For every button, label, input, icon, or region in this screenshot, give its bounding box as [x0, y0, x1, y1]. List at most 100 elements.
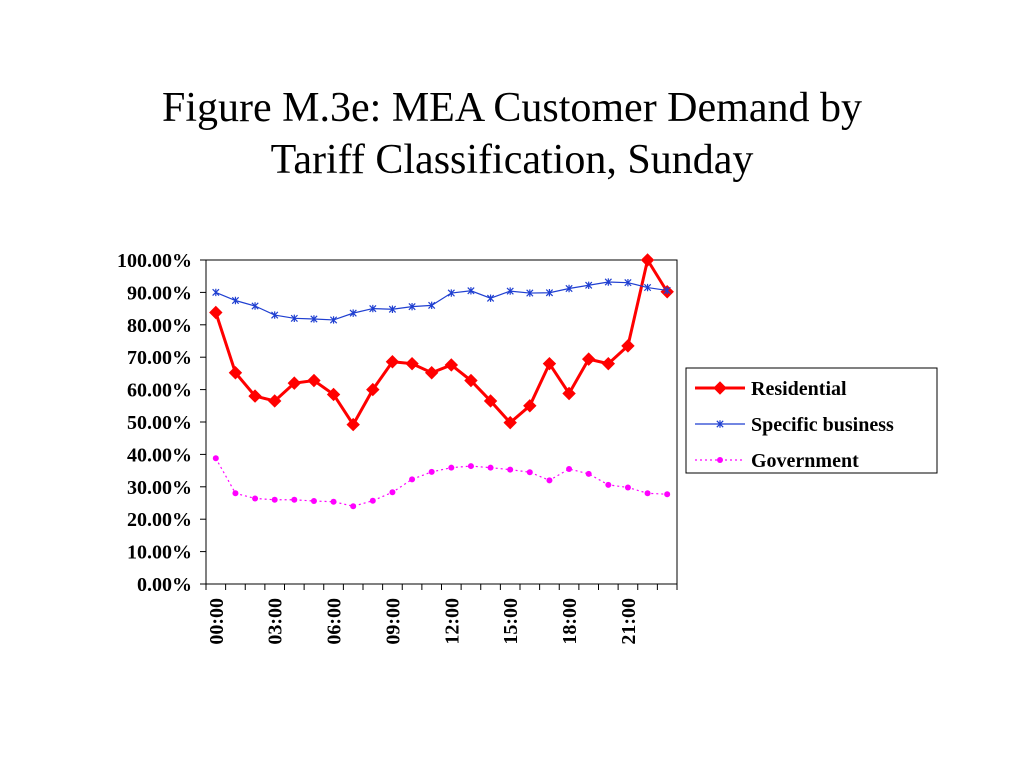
series-line	[215, 457, 668, 507]
data-point-marker	[716, 420, 724, 428]
y-tick-label: 50.00%	[127, 412, 192, 434]
data-point-marker	[467, 287, 475, 295]
data-point-marker	[228, 366, 243, 380]
data-point-marker	[349, 309, 357, 317]
data-point-marker	[601, 356, 616, 371]
data-point-marker	[388, 305, 397, 313]
data-point-marker	[428, 301, 436, 310]
data-point-marker	[545, 289, 554, 297]
legend-item-residential: Residential	[695, 378, 847, 400]
data-point-marker	[267, 394, 282, 408]
legend-box	[685, 367, 938, 474]
data-point-marker	[444, 358, 459, 372]
data-point-marker	[467, 463, 474, 470]
data-point-marker	[624, 278, 632, 287]
data-point-marker	[291, 496, 298, 503]
data-point-marker	[212, 288, 220, 297]
y-tick-label: 70.00%	[127, 347, 192, 369]
x-tick-label: 09:00	[382, 598, 404, 645]
y-tick-label: 40.00%	[127, 444, 192, 466]
data-point-marker	[664, 491, 671, 498]
data-point-marker	[604, 278, 612, 286]
data-point-marker	[405, 356, 419, 371]
data-point-marker	[483, 394, 498, 408]
data-point-marker	[366, 382, 380, 397]
legend-item-government: Government	[695, 450, 859, 472]
chart-title-line-1: Figure M.3e: MEA Customer Demand by	[162, 85, 862, 131]
data-point-marker	[310, 315, 318, 323]
data-point-marker	[644, 490, 651, 497]
data-point-marker	[231, 296, 240, 305]
legend-label: Specific business	[751, 414, 894, 436]
y-tick-label: 10.00%	[127, 542, 192, 564]
series-line	[214, 256, 669, 428]
data-point-marker	[271, 496, 278, 503]
data-point-marker	[565, 284, 573, 293]
data-point-marker	[487, 464, 494, 471]
data-point-marker	[523, 399, 537, 413]
x-tick-label: 21:00	[618, 598, 640, 645]
data-point-marker	[526, 289, 534, 297]
legend-item-specific-business: Specific business	[695, 414, 894, 436]
series-government	[212, 455, 671, 510]
data-point-marker	[248, 389, 262, 403]
data-point-marker	[428, 468, 435, 475]
data-point-marker	[640, 253, 655, 267]
data-point-marker	[408, 302, 416, 311]
data-point-marker	[621, 339, 635, 353]
y-tick-label: 30.00%	[127, 477, 192, 499]
series-line	[215, 281, 668, 321]
series-residential	[209, 253, 674, 432]
data-point-marker	[251, 302, 259, 310]
y-tick-label: 100.00%	[117, 250, 192, 272]
data-point-marker	[717, 457, 723, 463]
data-point-marker	[389, 489, 396, 496]
data-point-marker	[350, 503, 357, 510]
legend: Residential Specific business Government	[685, 367, 938, 474]
data-point-marker	[369, 304, 377, 313]
data-point-marker	[385, 355, 400, 369]
data-point-marker	[290, 314, 298, 323]
x-tick-label: 00:00	[206, 598, 228, 645]
data-point-marker	[329, 316, 338, 324]
axes-layer: 0.00% 10.00% 20.00% 30.00% 40.00% 50.00% 60.00…	[117, 250, 678, 645]
x-tick-label: 06:00	[324, 598, 346, 645]
series-layer	[209, 253, 674, 510]
data-point-marker	[307, 373, 321, 388]
data-point-marker	[409, 476, 416, 483]
data-point-marker	[310, 498, 317, 505]
data-point-marker	[287, 376, 302, 390]
data-point-marker	[526, 469, 533, 476]
plot-area-frame	[205, 259, 678, 585]
data-point-marker	[643, 283, 652, 292]
series-specific-business	[212, 278, 671, 324]
x-tick-label: 15:00	[500, 598, 522, 645]
data-point-marker	[624, 484, 631, 491]
data-point-marker	[271, 311, 279, 319]
chart-title: Figure M.3e: MEA Customer Demand by Tari…	[0, 82, 1024, 186]
data-point-marker	[346, 417, 360, 432]
data-point-marker	[330, 498, 337, 505]
data-point-marker	[507, 466, 514, 473]
data-point-marker	[663, 286, 671, 295]
y-tick-label: 20.00%	[127, 509, 192, 531]
y-tick-label: 80.00%	[127, 315, 192, 337]
data-point-marker	[252, 495, 259, 502]
legend-label: Residential	[751, 378, 847, 400]
data-point-marker	[424, 366, 439, 380]
data-point-marker	[447, 289, 455, 297]
data-point-marker	[464, 373, 478, 388]
data-point-marker	[562, 386, 576, 401]
data-point-marker	[326, 387, 341, 402]
data-point-marker	[566, 465, 573, 472]
y-tick-label: 0.00%	[137, 574, 192, 596]
data-point-marker	[605, 481, 612, 488]
data-point-marker	[506, 287, 514, 295]
data-point-marker	[209, 305, 223, 320]
data-point-marker	[448, 464, 455, 471]
data-point-marker	[486, 294, 495, 302]
data-point-marker	[585, 281, 593, 289]
y-tick-label: 90.00%	[127, 282, 192, 304]
x-tick-label: 12:00	[441, 598, 463, 645]
